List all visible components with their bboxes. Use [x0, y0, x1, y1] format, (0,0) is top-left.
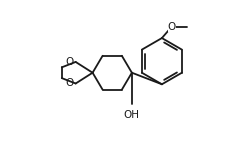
- Text: OH: OH: [124, 110, 140, 120]
- Text: O: O: [168, 21, 176, 32]
- Text: O: O: [66, 57, 74, 67]
- Text: O: O: [66, 78, 74, 89]
